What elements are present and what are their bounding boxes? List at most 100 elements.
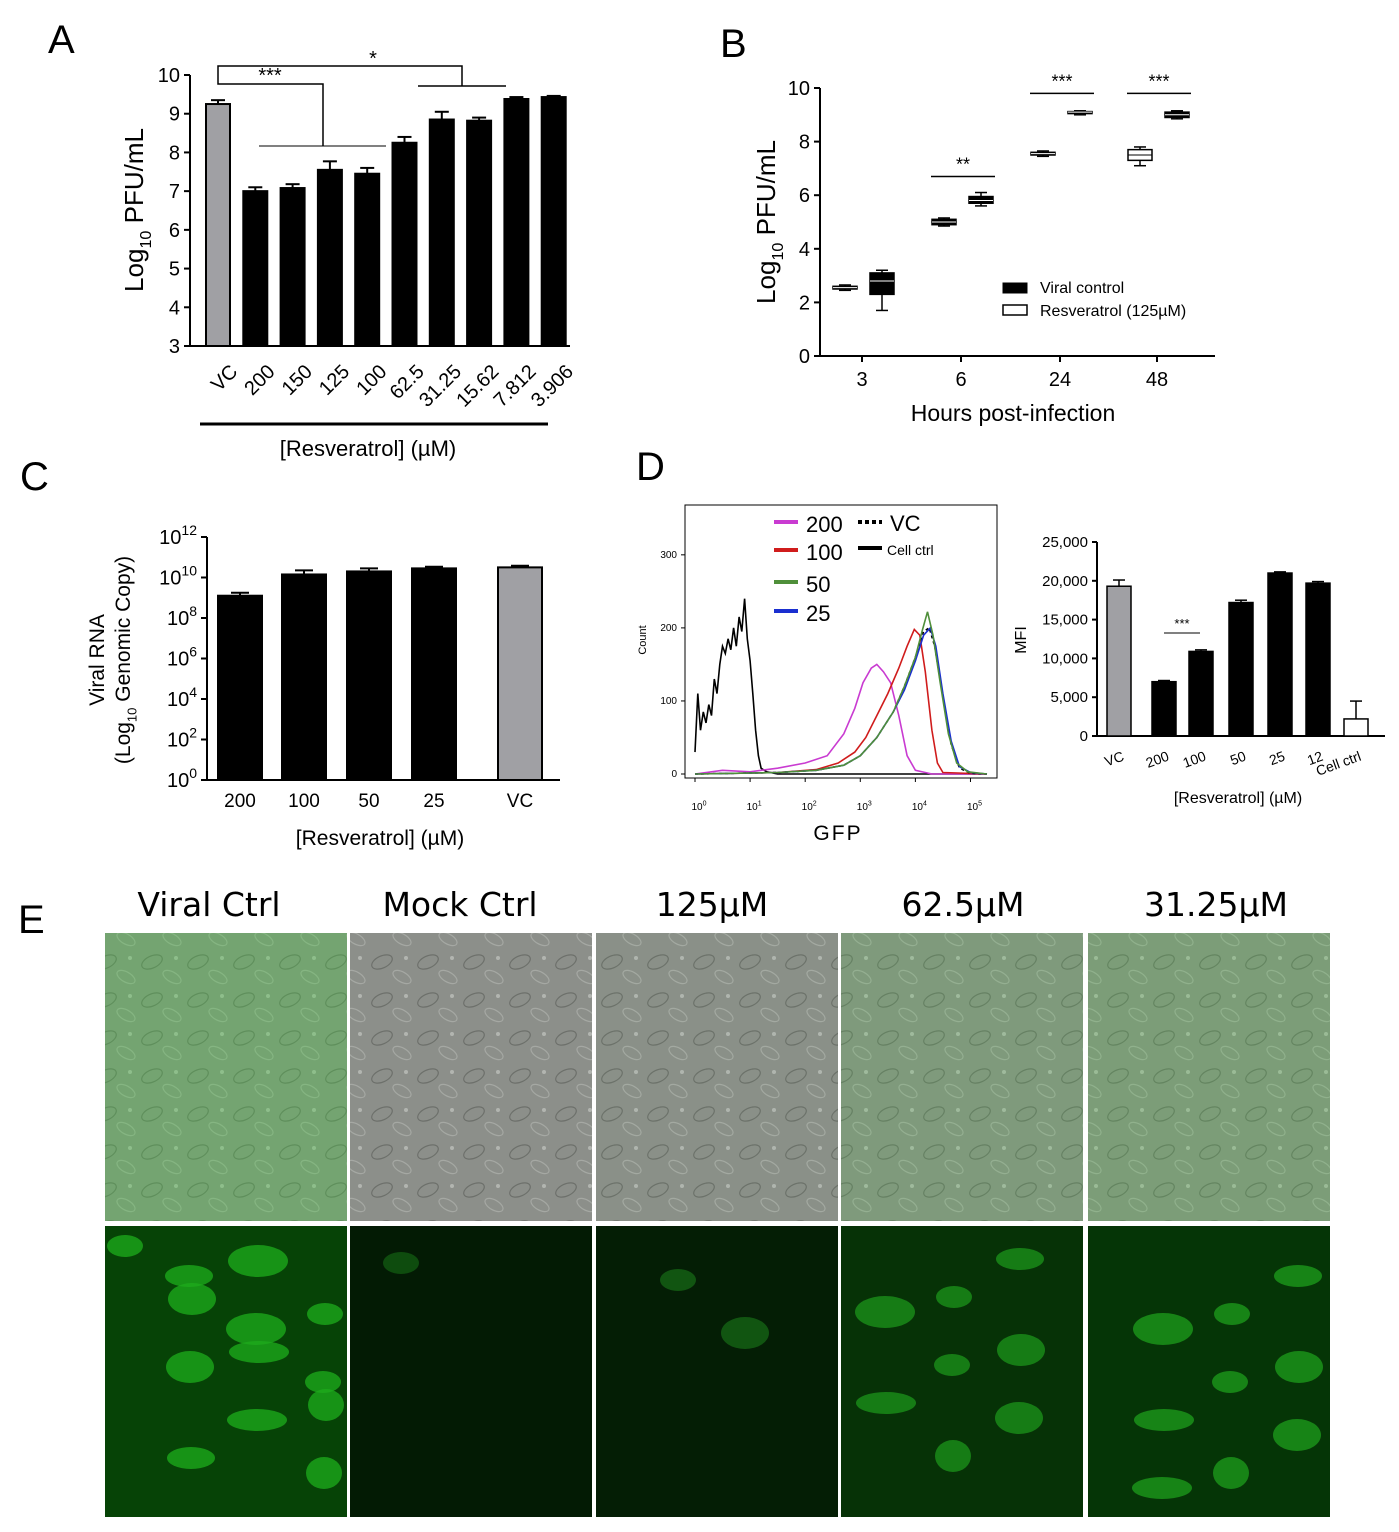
e-fluor-cell [306,1457,342,1489]
e-fluor-glow [350,1226,592,1517]
e-fluor-cell [165,1265,213,1287]
a-bar [503,98,530,347]
e-brightfield-tile [350,933,592,1221]
e-fluor-cell [997,1334,1045,1366]
e-fluor-cell [166,1351,214,1383]
e-brightfield-green-overlay [841,933,1083,1221]
d1-y-tick-label: 300 [660,550,677,561]
d1-series-50 [694,611,988,775]
d2-sig-stars: *** [1174,616,1189,631]
e-fluor-cell [935,1440,971,1472]
panel-d-bars: 0 5,000 10,000 15,000 20,000 25,000 MFI VC 200 10… [1013,534,1385,807]
d1-legend-label: 200 [806,512,843,537]
panel-d-histogram: 0 100 200 300 Count 100 101 102 103 104 105 GFP 200 1… [637,504,998,845]
d1-x-tick-label: 103 [857,801,872,814]
a-y-tick-label: 6 [169,220,180,242]
d2-bar [1267,572,1293,737]
d2-x-tick-label: 100 [1181,748,1209,771]
b-legend-viral: Viral control [1040,280,1124,297]
e-fluor-cell [107,1235,143,1257]
e-fluor-glow [105,1226,347,1517]
a-x-tick-label: 3.906 [527,361,578,412]
a-y-tick-label: 5 [169,259,180,281]
c-y-tick-label: 102 [167,725,197,752]
micro-title-62-5: 62.5µM [901,885,1025,924]
e-fluor-cell [168,1283,216,1315]
a-x-tick-label: 7.812 [490,361,541,412]
a-bar [391,141,418,347]
d1-y-tick-label: 0 [671,769,677,780]
panel-label-c: C [20,455,49,499]
d2-y-axis-label: MFI [1013,626,1030,654]
c-y-tick-label: 1010 [159,563,197,590]
d1-legend-label-cell: Cell ctrl [887,542,934,558]
e-fluor-cell [934,1354,970,1376]
b-legend-resv: Resveratrol (125µM) [1040,303,1186,320]
d1-legend-label: 25 [806,601,830,626]
d1-series-200 [694,663,987,775]
c-x-tick-label: 100 [288,791,320,812]
e-fluor-cell [1212,1371,1248,1393]
c-x-tick-label: 200 [224,791,256,812]
e-fluor-cell [855,1296,915,1328]
e-fluor-cell [228,1245,288,1277]
e-fluor-cell [1273,1419,1321,1451]
e-fluor-cell [1275,1351,1323,1383]
a-bar [466,119,493,347]
a-x-tick-label: 31.25 [415,361,466,412]
d2-y-tick-label: 10,000 [1042,650,1088,667]
d2-x-tick-label: 50 [1228,748,1248,768]
b-legend-swatch-viral [1002,282,1028,294]
b-sig-stars: *** [1051,71,1072,91]
d2-y-tick-label: 20,000 [1042,573,1088,590]
a-y-tick-label: 7 [169,181,180,203]
d2-bar [1343,718,1369,737]
b-y-tick-label: 2 [799,292,810,314]
e-brightfield-green-overlay [596,933,838,1221]
d1-x-tick-label: 105 [967,801,982,814]
b-x-tick-label: 3 [856,369,867,391]
e-fluor-cell [1213,1457,1249,1489]
e-fluor-cell [1214,1303,1250,1325]
b-x-tick-label: 48 [1146,369,1168,391]
c-y-tick-label: 104 [167,684,197,711]
e-fluor-cell [167,1447,215,1469]
e-brightfield-green-overlay [1088,933,1330,1221]
a-bar [428,118,455,348]
e-fluor-cell [227,1409,287,1431]
d1-legend-label: 50 [806,572,830,597]
c-y-tick-label: 1012 [159,522,197,549]
e-fluor-cell [995,1402,1043,1434]
e-brightfield-tile [841,933,1083,1221]
a-x-tick-label: 15.62 [452,361,503,412]
e-fluor-glow [1088,1226,1330,1517]
a-x-tick-label: VC [207,361,242,396]
b-box [869,272,895,296]
b-y-tick-label: 6 [799,185,810,207]
a-bar [540,96,567,348]
a-sig-bracket-3star [217,75,324,146]
c-x-tick-label: 25 [423,791,444,812]
a-bar [242,190,269,347]
micro-title-31-25: 31.25µM [1144,885,1288,924]
d1-x-tick-label: 101 [747,801,762,814]
c-y-tick-label: 108 [167,603,197,630]
d1-legend-label: 100 [806,540,843,565]
a-bar [279,187,306,347]
a-x-tick-label: 200 [240,361,279,400]
c-x-axis-label: [Resveratrol] (µM) [296,827,464,850]
d2-bar [1106,585,1132,737]
e-fluor-cell [1132,1477,1192,1499]
d2-x-tick-label: VC [1102,748,1126,770]
d1-x-axis-label: GFP [813,822,862,845]
c-y-tick-label: 106 [167,644,197,671]
d1-x-tick-label: 102 [802,801,817,814]
a-y-tick-label: 4 [169,297,180,319]
panel-label-a: A [48,18,75,62]
e-fluor-tile [596,1226,838,1517]
a-sig-bracket-star [217,65,463,86]
c-x-tick-label: VC [507,791,533,812]
b-y-tick-label: 8 [799,132,810,154]
d1-y-axis-label: Count [637,625,649,654]
